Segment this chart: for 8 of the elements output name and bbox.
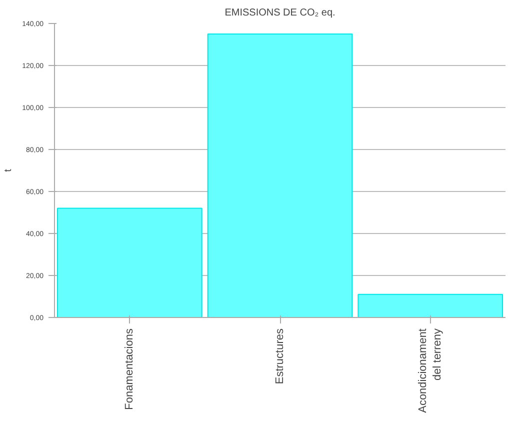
x-tick-label: Acondicionament del terreny bbox=[417, 328, 444, 413]
bar bbox=[358, 294, 503, 318]
x-tick-label: Estructures bbox=[274, 328, 286, 384]
bar bbox=[207, 34, 353, 318]
bar bbox=[57, 208, 202, 318]
chart-title: EMISSIONS DE CO₂ eq. bbox=[224, 8, 336, 18]
x-tick-label: Fonamentacions bbox=[124, 328, 136, 410]
y-axis-title: t bbox=[3, 168, 14, 172]
